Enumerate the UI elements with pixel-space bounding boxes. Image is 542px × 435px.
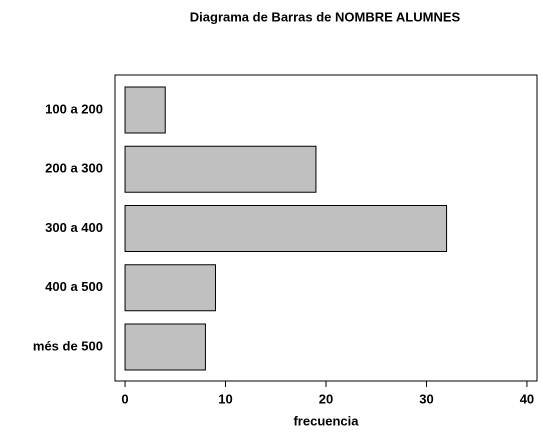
bar (124, 86, 166, 134)
bar (124, 264, 216, 312)
x-tick-label: 10 (218, 391, 232, 406)
y-tick-label: 300 a 400 (45, 220, 103, 235)
x-tick-label: 40 (520, 391, 534, 406)
y-tick-label: 100 a 200 (45, 101, 103, 116)
chart-title: Diagrama de Barras de NOMBRE ALUMNES (190, 9, 461, 24)
y-tick-label: 400 a 500 (45, 279, 103, 294)
y-tick-label: 200 a 300 (45, 161, 103, 176)
x-tick-label: 20 (319, 391, 333, 406)
bar (124, 145, 317, 193)
x-axis-label: frecuencia (293, 413, 359, 428)
x-tick-label: 30 (419, 391, 433, 406)
y-tick-label: més de 500 (33, 338, 103, 353)
bar (124, 323, 206, 371)
bar (124, 205, 448, 252)
x-tick-label: 0 (121, 391, 128, 406)
